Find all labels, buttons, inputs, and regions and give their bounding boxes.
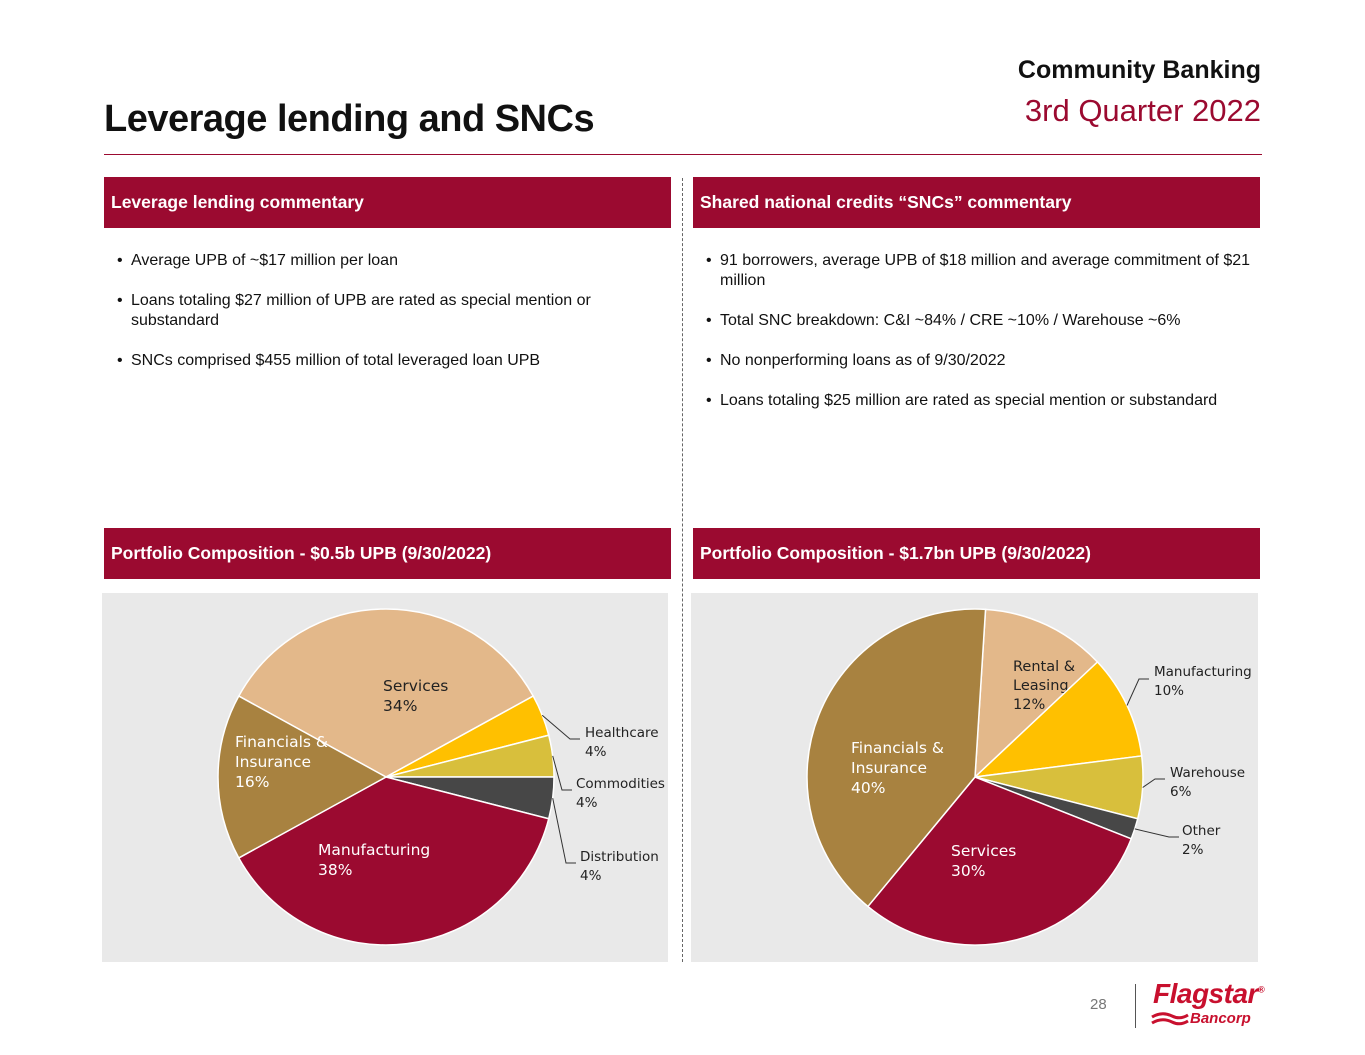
flagstar-logo: Flagstar® xyxy=(1153,978,1265,1010)
right-label-rental-and-leasing: Rental & Leasing 12% xyxy=(1013,659,1075,713)
snc-commentary-header: Shared national credits “SNCs” commentar… xyxy=(693,177,1260,228)
logo-registered-mark: ® xyxy=(1257,984,1265,995)
right-leader-warehouse xyxy=(1142,778,1165,788)
left-label-healthcare: Healthcare 4% xyxy=(585,725,659,760)
left-chart-header: Portfolio Composition - $0.5b UPB (9/30/… xyxy=(104,528,671,579)
period-label: 3rd Quarter 2022 xyxy=(1024,93,1261,128)
logo-subtitle: Bancorp xyxy=(1190,1010,1251,1027)
snc-bullet: 91 borrowers, average UPB of $18 million… xyxy=(706,251,1251,291)
title-rule xyxy=(104,154,1262,155)
snc-bullet: No nonperforming loans as of 9/30/2022 xyxy=(706,351,1251,371)
left-pie-chart: Services 34% Healthcare 4% Commodities 4% Dist… xyxy=(217,608,665,946)
left-label-financials-and-insurance: Financials & Insurance 16% xyxy=(235,733,328,791)
page-number: 28 xyxy=(1090,996,1107,1013)
leverage-bullet: SNCs comprised $455 million of total lev… xyxy=(117,351,662,371)
snc-commentary-list: 91 borrowers, average UPB of $18 million… xyxy=(706,251,1251,431)
left-leader-distribution xyxy=(552,797,576,864)
left-slice-financials-and-insurance xyxy=(217,695,388,859)
column-divider xyxy=(682,178,683,962)
left-leader-commodities xyxy=(552,755,572,791)
right-chart-panel: Rental & Leasing 12% Manufacturing 10% Wareho… xyxy=(691,593,1258,962)
right-label-manufacturing: Manufacturing 10% xyxy=(1154,664,1252,699)
logo-wordmark: Flagstar xyxy=(1153,978,1258,1009)
page-title: Leverage lending and SNCs xyxy=(104,98,595,140)
right-pie-chart: Rental & Leasing 12% Manufacturing 10% Wareho… xyxy=(806,608,1252,946)
left-chart-panel: Services 34% Healthcare 4% Commodities 4% Dist… xyxy=(102,593,668,962)
right-chart-header: Portfolio Composition - $1.7bn UPB (9/30… xyxy=(693,528,1260,579)
leverage-bullet: Loans totaling $27 million of UPB are ra… xyxy=(117,291,662,331)
left-label-distribution: Distribution 4% xyxy=(580,849,659,884)
left-slice-manufacturing xyxy=(237,776,550,946)
section-label: Community Banking xyxy=(1017,56,1261,84)
right-slice-services xyxy=(866,776,1133,946)
logo-divider xyxy=(1135,984,1136,1028)
left-slice-services xyxy=(237,608,535,778)
right-leader-other xyxy=(1134,828,1179,838)
right-label-services: Services 30% xyxy=(951,842,1016,880)
snc-bullet: Loans totaling $25 million are rated as … xyxy=(706,391,1251,411)
left-leader-healthcare xyxy=(541,714,580,740)
right-leader-manufacturing xyxy=(1126,678,1149,706)
right-label-other: Other 2% xyxy=(1182,823,1221,858)
left-label-commodities: Commodities 4% xyxy=(576,776,665,811)
left-label-services: Services 34% xyxy=(383,677,448,715)
left-label-manufacturing: Manufacturing 38% xyxy=(318,841,430,879)
logo-swoosh-icon xyxy=(1151,1012,1189,1026)
leverage-commentary-header: Leverage lending commentary xyxy=(104,177,671,228)
right-label-financials-and-insurance: Financials & Insurance 40% xyxy=(851,739,944,797)
leverage-bullet: Average UPB of ~$17 million per loan xyxy=(117,251,662,271)
leverage-commentary-list: Average UPB of ~$17 million per loan Loa… xyxy=(117,251,662,391)
right-slice-financials-and-insurance xyxy=(806,608,987,908)
right-label-warehouse: Warehouse 6% xyxy=(1170,765,1245,800)
snc-bullet: Total SNC breakdown: C&I ~84% / CRE ~10%… xyxy=(706,311,1251,331)
right-slice-rental-and-leasing xyxy=(974,608,1099,779)
